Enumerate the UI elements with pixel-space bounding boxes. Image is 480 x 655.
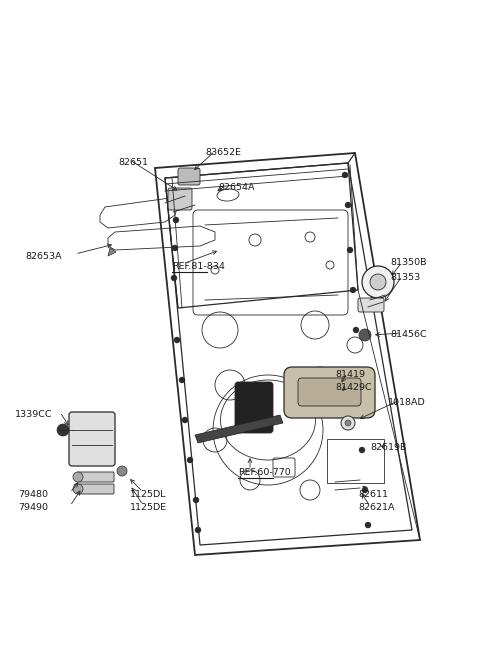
FancyBboxPatch shape — [77, 472, 114, 482]
Circle shape — [365, 522, 371, 528]
Text: 82611: 82611 — [358, 490, 388, 499]
Circle shape — [359, 329, 371, 341]
Text: 82654A: 82654A — [218, 183, 254, 192]
Circle shape — [172, 245, 178, 251]
Circle shape — [353, 327, 359, 333]
Circle shape — [73, 484, 83, 494]
Circle shape — [73, 472, 83, 482]
Text: 81456C: 81456C — [390, 330, 427, 339]
Text: 79490: 79490 — [18, 503, 48, 512]
Circle shape — [342, 172, 348, 178]
Circle shape — [341, 416, 355, 430]
Circle shape — [172, 192, 178, 198]
Circle shape — [355, 367, 361, 373]
Text: 1125DL: 1125DL — [130, 490, 167, 499]
FancyBboxPatch shape — [298, 378, 361, 406]
Circle shape — [362, 487, 368, 493]
Text: 82621A: 82621A — [358, 503, 395, 512]
Text: 82653A: 82653A — [25, 252, 61, 261]
Circle shape — [362, 266, 394, 298]
Text: 81353: 81353 — [390, 273, 420, 282]
FancyBboxPatch shape — [358, 298, 384, 312]
Circle shape — [182, 417, 188, 423]
Text: 1339CC: 1339CC — [15, 410, 52, 419]
Circle shape — [117, 466, 127, 476]
Text: 81419: 81419 — [335, 370, 365, 379]
FancyBboxPatch shape — [69, 412, 115, 466]
Circle shape — [357, 407, 363, 413]
FancyBboxPatch shape — [284, 367, 375, 418]
Text: 82619B: 82619B — [370, 443, 407, 452]
Text: REF.81-834: REF.81-834 — [172, 262, 225, 271]
FancyBboxPatch shape — [168, 188, 192, 210]
Circle shape — [171, 275, 177, 281]
Circle shape — [195, 527, 201, 533]
Text: 82651: 82651 — [118, 158, 148, 167]
Circle shape — [187, 457, 193, 463]
Circle shape — [345, 420, 351, 426]
FancyBboxPatch shape — [235, 382, 273, 433]
Circle shape — [174, 337, 180, 343]
Polygon shape — [195, 415, 283, 443]
Circle shape — [350, 287, 356, 293]
FancyBboxPatch shape — [178, 168, 200, 185]
Circle shape — [359, 447, 365, 453]
Text: 81429C: 81429C — [335, 383, 372, 392]
Circle shape — [347, 247, 353, 253]
Text: 1125DE: 1125DE — [130, 503, 167, 512]
Text: 1018AD: 1018AD — [388, 398, 426, 407]
Circle shape — [193, 497, 199, 503]
Text: 79480: 79480 — [18, 490, 48, 499]
FancyBboxPatch shape — [77, 484, 114, 494]
Circle shape — [57, 424, 69, 436]
Text: 83652E: 83652E — [205, 148, 241, 157]
Circle shape — [370, 274, 386, 290]
Circle shape — [345, 202, 351, 208]
Text: REF.60-770: REF.60-770 — [238, 468, 291, 477]
Circle shape — [173, 217, 179, 223]
Polygon shape — [108, 248, 116, 256]
Circle shape — [179, 377, 185, 383]
Text: 81350B: 81350B — [390, 258, 427, 267]
